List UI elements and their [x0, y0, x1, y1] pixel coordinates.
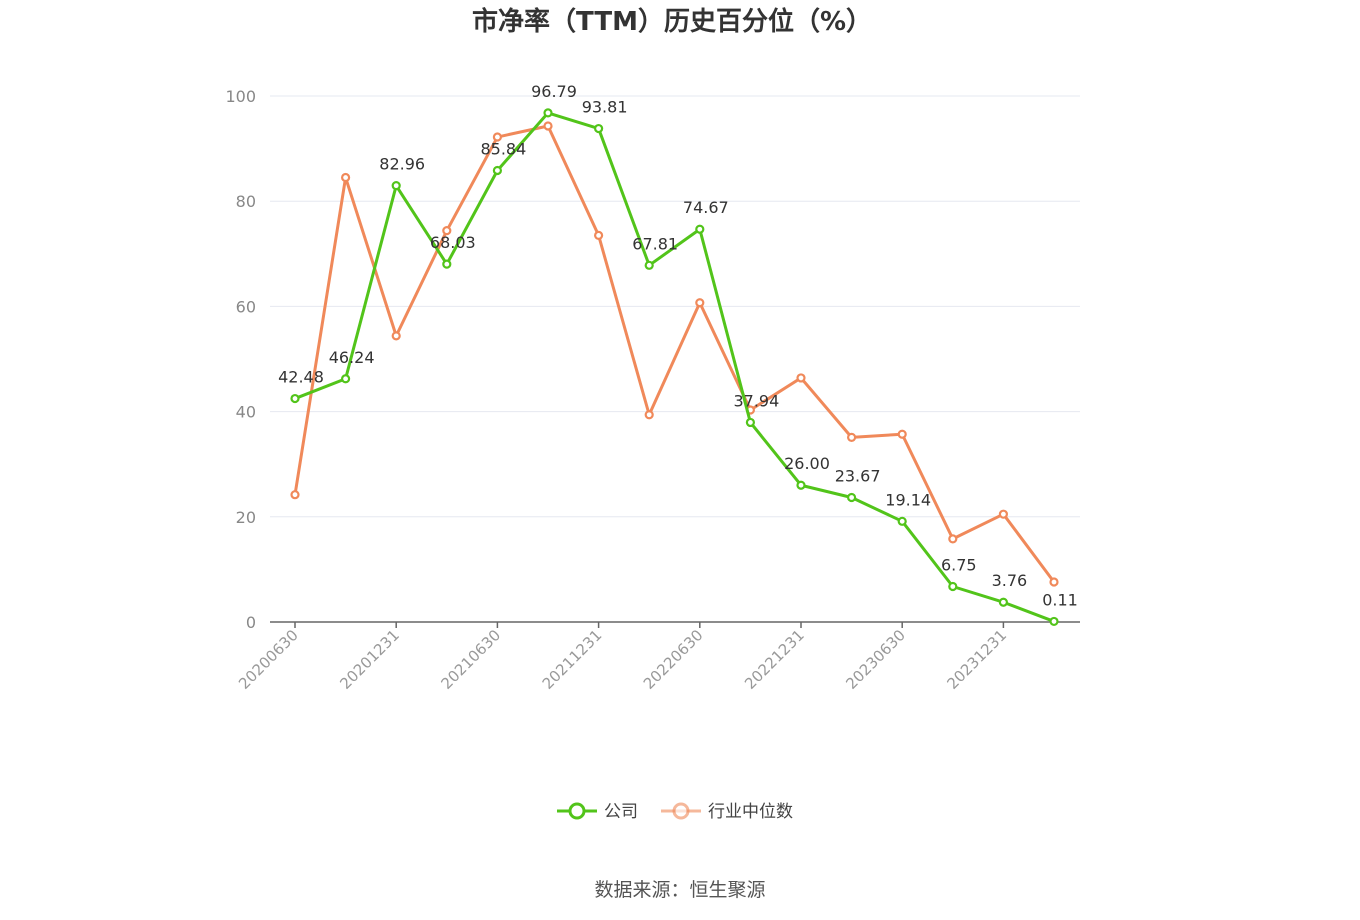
point-company	[290, 393, 300, 404]
point-industry	[846, 432, 857, 442]
point-industry	[897, 429, 907, 439]
point-company	[341, 374, 351, 384]
x-tick-label: 20211231	[539, 626, 606, 693]
x-tick-label: 20230630	[842, 626, 909, 693]
data-label-company: 67.81	[632, 234, 678, 253]
point-industry	[391, 331, 401, 341]
legend-item-industry[interactable]: 行业中位数	[661, 802, 793, 822]
data-label-company: 37.94	[733, 391, 779, 410]
point-company	[897, 516, 907, 526]
point-company	[948, 581, 958, 592]
point-company	[695, 224, 705, 234]
source-note: 数据来源：恒生聚源	[594, 879, 765, 901]
point-company	[998, 597, 1009, 607]
data-label-company: 46.24	[329, 348, 375, 367]
legend-company-label: 公司	[604, 802, 638, 822]
y-tick-label: 100	[225, 87, 256, 106]
point-company	[391, 181, 401, 191]
point-company	[796, 480, 806, 490]
point-industry	[796, 373, 806, 383]
y-tick-label: 0	[246, 613, 256, 632]
data-label-company: 82.96	[379, 155, 425, 174]
data-label-company: 0.11	[1042, 590, 1078, 609]
point-industry	[543, 121, 553, 131]
legend-industry-label: 行业中位数	[708, 802, 793, 822]
series-line-company	[294, 111, 1055, 623]
point-industry	[442, 226, 452, 236]
series-layer	[290, 108, 1059, 627]
point-industry	[290, 490, 300, 500]
data-label-company: 68.03	[430, 233, 476, 252]
point-industry	[998, 509, 1009, 519]
data-label-company: 23.67	[835, 466, 881, 485]
point-industry	[492, 132, 502, 142]
point-industry	[1049, 577, 1059, 587]
point-industry	[644, 410, 654, 420]
data-label-company: 3.76	[992, 571, 1028, 590]
point-company	[745, 417, 756, 428]
x-tick-label: 20231231	[944, 626, 1011, 693]
point-company	[442, 259, 452, 269]
data-label-company: 19.14	[885, 490, 931, 509]
data-label-company: 26.00	[784, 454, 830, 473]
data-label-company: 42.48	[278, 368, 324, 387]
legend: 公司 行业中位数	[557, 802, 793, 822]
chart-title: 市净率（TTM）历史百分位（%）	[472, 6, 872, 37]
legend-industry-marker-icon	[672, 802, 690, 820]
point-company	[543, 108, 553, 118]
point-company	[1049, 616, 1059, 627]
x-tick-label: 20220630	[640, 626, 707, 693]
y-tick-label: 20	[236, 508, 256, 527]
x-tick-label: 20201231	[336, 626, 403, 693]
point-industry	[695, 298, 705, 308]
data-label-company: 96.79	[531, 82, 577, 101]
point-industry	[593, 230, 604, 240]
point-industry	[948, 534, 958, 544]
x-tick-label: 20200630	[235, 626, 302, 693]
x-tick-label: 20210630	[438, 626, 505, 693]
y-tick-label: 40	[236, 403, 256, 422]
point-company	[593, 123, 604, 134]
y-tick-label: 60	[236, 297, 256, 316]
data-label-company: 85.84	[480, 139, 526, 158]
point-company	[846, 492, 857, 503]
data-label-layer: 42.48 46.24 82.96 68.03 85.84 96.79 93.81 67.81…	[278, 82, 1078, 610]
data-label-company: 74.67	[683, 198, 729, 217]
x-tick-label: 20221231	[741, 626, 808, 693]
legend-item-company[interactable]: 公司	[557, 802, 638, 822]
series-line-industry	[293, 124, 1056, 583]
point-company	[644, 260, 654, 270]
point-industry	[341, 172, 351, 183]
y-tick-label: 80	[236, 192, 256, 211]
data-label-company: 6.75	[941, 555, 977, 574]
legend-company-marker-icon	[568, 802, 586, 820]
data-label-company: 93.81	[582, 98, 628, 117]
axis-layer: 0 20 40 60 80 100 20200630 20201231 20210630 2021…	[225, 87, 1080, 693]
point-company	[492, 165, 502, 176]
